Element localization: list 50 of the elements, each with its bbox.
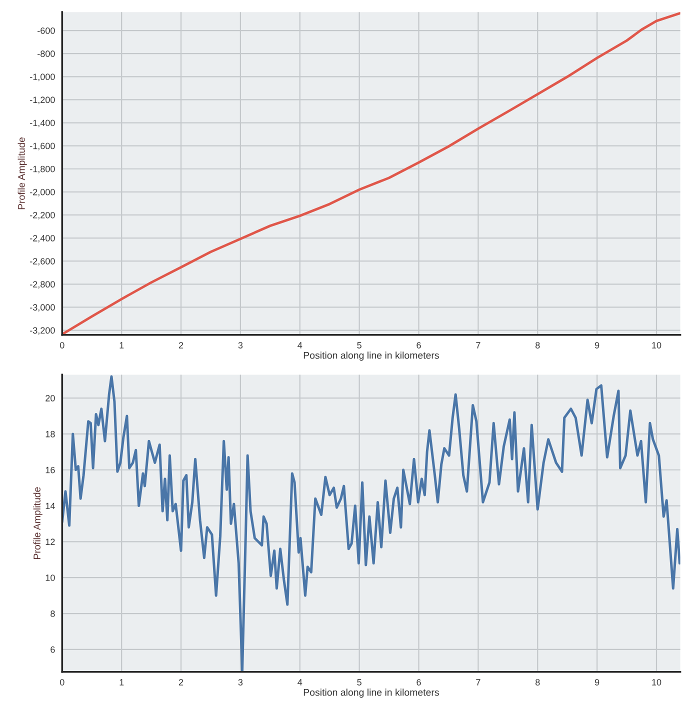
x-tick-label: 1 (120, 679, 124, 686)
x-tick-label: 10 (652, 342, 662, 348)
y-tick-label: 14 (46, 502, 55, 510)
x-tick-label: 1 (120, 342, 124, 348)
y-tick-label: 12 (46, 538, 55, 545)
y-tick-label: -1,200 (30, 96, 55, 104)
y-axis-title: Profile Amplitude (33, 487, 42, 559)
y-tick-label: 16 (46, 466, 55, 474)
y-tick-label: -2,800 (30, 281, 55, 289)
x-tick-label: 4 (298, 679, 302, 686)
y-tick-label: -3,000 (30, 304, 55, 312)
y-tick-label: 18 (46, 430, 55, 438)
x-tick-label: 5 (357, 342, 362, 348)
x-tick-label: 9 (594, 342, 600, 348)
y-tick-label: 10 (46, 574, 55, 581)
x-tick-label: 3 (238, 679, 243, 686)
y-axis-title: Profile Amplitude (18, 137, 27, 210)
y-tick-label: -1,000 (30, 74, 55, 82)
x-tick-label: 5 (357, 679, 362, 686)
y-tick-label: -2,000 (30, 188, 55, 196)
line-series (62, 12, 680, 335)
y-tick-label: -2,200 (30, 212, 55, 220)
y-tick-label: 6 (50, 646, 55, 653)
y-tick-label: -600 (38, 28, 55, 34)
x-axis-title: Position along line in kilometers (304, 688, 439, 698)
y-tick-label: -2,600 (30, 258, 55, 266)
x-tick-label: 10 (652, 679, 662, 686)
x-tick-label: 9 (594, 679, 600, 686)
x-tick-label: 0 (60, 342, 64, 348)
x-tick-label: 8 (536, 679, 540, 686)
x-axis-title: Position along line in kilometers (304, 352, 439, 361)
x-tick-label: 2 (178, 342, 184, 348)
line-series (62, 375, 680, 672)
x-tick-label: 6 (416, 679, 421, 686)
y-tick-label: -1,800 (30, 166, 55, 174)
x-tick-label: 2 (178, 679, 184, 686)
x-tick-label: 7 (476, 679, 480, 686)
y-tick-label: -1,600 (30, 142, 55, 150)
y-tick-label: -2,400 (30, 235, 55, 242)
y-tick-label: -3,200 (30, 327, 55, 335)
y-tick-label: -800 (38, 50, 55, 57)
y-tick-label: 8 (50, 610, 55, 617)
x-tick-label: 8 (536, 342, 540, 348)
y-tick-label: -1,400 (30, 120, 55, 128)
x-tick-label: 7 (476, 342, 480, 348)
x-tick-label: 6 (416, 342, 421, 348)
x-tick-label: 3 (238, 342, 243, 348)
y-tick-label: 20 (46, 395, 55, 402)
x-tick-label: 0 (60, 679, 64, 686)
x-tick-label: 4 (298, 342, 302, 348)
